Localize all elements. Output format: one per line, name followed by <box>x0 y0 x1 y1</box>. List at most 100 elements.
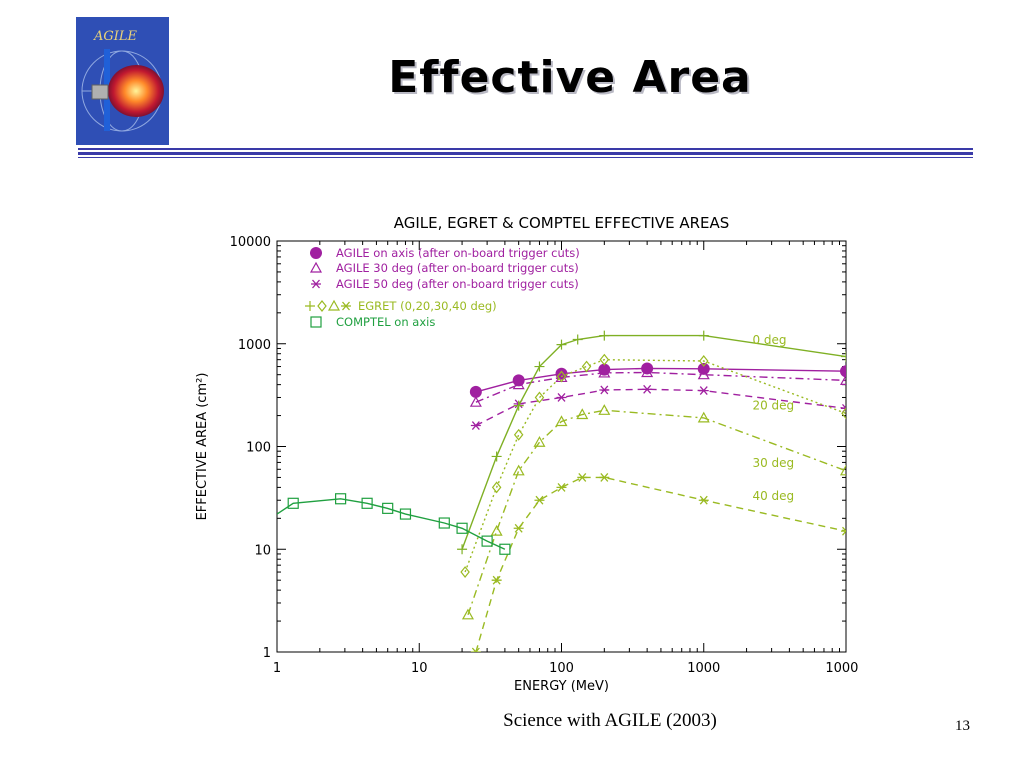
y-tick-label: 10000 <box>230 235 271 250</box>
data-point-egret-0 <box>841 351 846 362</box>
legend-marker <box>317 300 327 312</box>
title-divider <box>78 148 973 150</box>
data-point-egret-40 <box>841 526 846 536</box>
legend-label: AGILE 50 deg (after on-board trigger cut… <box>336 277 579 291</box>
data-point-egret-40 <box>577 473 588 482</box>
data-point-egret-0 <box>698 330 709 341</box>
legend-marker <box>309 261 323 273</box>
series-line-egret-30 <box>467 409 846 616</box>
data-point-agile-50 <box>698 386 709 396</box>
series-egret-30 <box>461 404 846 620</box>
data-point-agile-50 <box>642 384 653 394</box>
legend-marker <box>311 279 321 289</box>
data-point-agile-30 <box>598 366 611 378</box>
data-point-egret-0 <box>534 361 545 372</box>
x-tick-label: 1000 <box>687 661 720 676</box>
data-point-egret-20 <box>581 360 592 373</box>
y-axis-label: EFFECTIVE AREA (cm²) <box>195 373 210 521</box>
x-tick-label: 10000 <box>825 661 858 676</box>
data-point-comptel <box>499 543 511 555</box>
data-point-egret-30 <box>697 411 710 423</box>
data-point-egret-40 <box>491 575 502 585</box>
data-point-egret-20 <box>534 391 545 404</box>
data-point-egret-20 <box>599 353 610 366</box>
series-agile-30 <box>469 366 846 407</box>
series-egret-40 <box>470 473 846 652</box>
series-line-egret-0 <box>461 334 846 550</box>
data-point-egret-20 <box>556 370 567 383</box>
data-point-agile-30 <box>641 366 654 378</box>
data-point-egret-30 <box>490 524 503 536</box>
title-divider <box>78 157 973 158</box>
slide-footer: Science with AGILE (2003) <box>503 710 717 731</box>
legend-label: COMPTEL on axis <box>336 315 435 329</box>
y-tick-label: 1000 <box>238 338 271 353</box>
data-point-comptel <box>335 493 347 505</box>
data-point-comptel <box>438 517 450 529</box>
x-tick-label: 1 <box>273 661 281 676</box>
page-number: 13 <box>955 718 970 734</box>
legend-marker <box>327 299 341 311</box>
data-point-egret-40 <box>698 495 709 505</box>
data-point-egret-0 <box>556 339 567 350</box>
data-point-egret-20 <box>460 566 470 579</box>
effective-area-chart: AGILE, EGRET & COMPTEL EFFECTIVE AREAS 1 1… <box>188 200 867 704</box>
y-tick-label: 1 <box>263 646 271 661</box>
data-point-comptel <box>456 522 468 534</box>
data-point-comptel <box>399 508 412 520</box>
curve-label: 30 deg <box>752 456 794 470</box>
data-point-egret-20 <box>698 354 709 367</box>
satellite-logo-icon <box>81 49 164 132</box>
data-point-egret-20 <box>841 407 846 420</box>
series-line-egret-20 <box>464 358 846 573</box>
legend-marker <box>310 316 322 328</box>
chart-title: AGILE, EGRET & COMPTEL EFFECTIVE AREAS <box>394 214 730 232</box>
x-tick-label: 100 <box>549 661 574 676</box>
data-point-comptel <box>287 497 299 509</box>
data-point-egret-40 <box>556 482 567 492</box>
data-point-agile-50 <box>556 393 567 402</box>
data-point-egret-20 <box>513 428 524 441</box>
data-point-egret-0 <box>491 451 502 462</box>
data-point-agile-50 <box>470 421 481 430</box>
data-point-egret-30 <box>598 404 611 415</box>
data-point-egret-20 <box>491 481 502 494</box>
data-point-agile-30 <box>697 368 710 380</box>
data-point-comptel <box>382 502 394 514</box>
data-point-egret-0 <box>457 544 468 555</box>
data-point-egret-0 <box>572 334 583 345</box>
agile-logo: AGILE <box>76 17 169 145</box>
data-point-agile-50 <box>599 385 610 395</box>
data-point-egret-40 <box>599 473 610 482</box>
legend-label: AGILE on axis (after on-board trigger cu… <box>336 246 580 260</box>
data-point-comptel <box>361 497 373 509</box>
data-point-egret-0 <box>599 330 610 341</box>
series-agile-on-axis <box>469 362 846 398</box>
data-point-egret-30 <box>461 608 474 620</box>
data-point-egret-30 <box>839 464 846 476</box>
legend-label: AGILE 30 deg (after on-board trigger cut… <box>336 261 579 275</box>
y-tick-label: 100 <box>246 441 271 456</box>
data-point-egret-30 <box>555 415 568 427</box>
data-point-egret-30 <box>512 464 525 476</box>
legend-marker <box>341 301 351 311</box>
curve-label: 40 deg <box>752 489 794 503</box>
data-point-agile-on-axis <box>840 365 846 378</box>
data-point-agile-30 <box>512 378 525 390</box>
data-point-egret-30 <box>576 408 589 420</box>
data-point-egret-40 <box>513 523 524 533</box>
data-point-agile-30 <box>839 374 846 385</box>
title-divider <box>78 152 973 155</box>
data-point-egret-40 <box>534 495 545 505</box>
y-tick-label: 10 <box>254 543 271 558</box>
series-line-agile-on-axis <box>475 367 846 393</box>
legend-marker <box>310 247 322 259</box>
x-tick-label: 10 <box>411 661 428 676</box>
curve-label: 20 deg <box>752 398 794 412</box>
slide-title: Effective Area <box>388 52 752 103</box>
series-comptel <box>277 493 511 555</box>
x-axis-label: ENERGY (MeV) <box>514 679 609 694</box>
data-point-egret-30 <box>533 436 546 447</box>
curve-label: 0 deg <box>752 333 786 347</box>
